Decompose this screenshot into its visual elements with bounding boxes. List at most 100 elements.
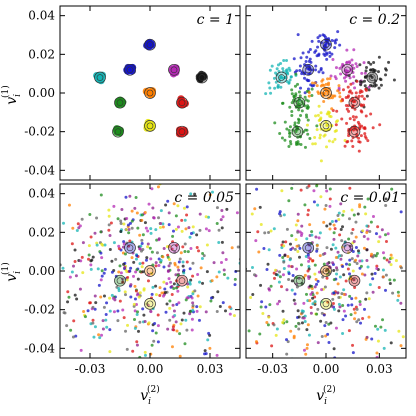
- data-point: [274, 272, 278, 276]
- data-point: [104, 312, 108, 316]
- data-point: [354, 235, 358, 239]
- data-point: [270, 201, 273, 204]
- data-point: [156, 313, 160, 317]
- data-point: [356, 212, 360, 216]
- data-point: [95, 216, 99, 220]
- data-point: [124, 293, 127, 297]
- data-point: [306, 323, 310, 327]
- data-point: [347, 237, 351, 241]
- data-point: [331, 243, 335, 247]
- data-point: [138, 262, 142, 266]
- data-point: [124, 195, 128, 199]
- data-point: [133, 309, 137, 313]
- x-tick-label: -0.03: [75, 362, 106, 376]
- data-point: [110, 270, 114, 274]
- data-point: [74, 334, 78, 338]
- data-point: [360, 94, 364, 98]
- data-point: [267, 81, 271, 85]
- data-point: [171, 229, 175, 233]
- data-point: [108, 309, 112, 313]
- data-point: [143, 350, 147, 354]
- data-point: [276, 63, 280, 67]
- data-point: [186, 250, 190, 254]
- data-point: [135, 340, 139, 344]
- data-point: [182, 268, 186, 272]
- data-point: [299, 86, 303, 90]
- data-point: [105, 301, 109, 305]
- data-point: [116, 309, 120, 313]
- data-point: [103, 243, 107, 247]
- data-point: [180, 218, 184, 222]
- data-point: [366, 237, 370, 241]
- data-point: [359, 83, 363, 87]
- data-point: [253, 273, 256, 277]
- data-point: [319, 319, 323, 323]
- data-point: [331, 58, 335, 62]
- x-tick-label: -0.03: [257, 362, 288, 376]
- data-point: [294, 72, 298, 76]
- data-point: [389, 253, 393, 257]
- data-point: [123, 290, 127, 294]
- data-point: [344, 279, 348, 283]
- data-point: [67, 203, 71, 207]
- data-point: [92, 335, 96, 339]
- data-point: [130, 256, 134, 260]
- data-point: [278, 212, 282, 216]
- data-point: [382, 346, 386, 350]
- data-point: [134, 195, 138, 199]
- data-point: [195, 309, 199, 313]
- data-point: [290, 101, 294, 105]
- data-point: [381, 251, 385, 255]
- x-tick-label: 0.00: [313, 362, 340, 376]
- data-point: [280, 246, 284, 250]
- data-point: [155, 238, 159, 242]
- data-point: [250, 212, 254, 216]
- data-point: [307, 255, 311, 259]
- x-tick-label: 0.03: [366, 362, 393, 376]
- data-point: [328, 197, 332, 201]
- data-point: [261, 176, 264, 179]
- points: [264, 30, 396, 163]
- data-point: [381, 318, 385, 322]
- cluster-center: [144, 38, 156, 51]
- data-point: [311, 81, 315, 85]
- data-point: [131, 362, 134, 365]
- data-point: [218, 304, 222, 308]
- data-point: [277, 280, 281, 284]
- data-point: [387, 260, 391, 264]
- data-point: [165, 282, 169, 286]
- data-point: [72, 319, 76, 323]
- data-point: [136, 329, 140, 333]
- data-point: [171, 315, 175, 319]
- data-point: [356, 254, 360, 258]
- data-point: [347, 94, 350, 98]
- data-point: [288, 242, 292, 246]
- data-point: [338, 43, 342, 47]
- data-point: [272, 76, 276, 80]
- data-point: [305, 237, 309, 241]
- data-point: [287, 81, 291, 85]
- data-point: [266, 262, 270, 266]
- data-point: [374, 232, 378, 236]
- data-point: [303, 95, 307, 99]
- data-point: [112, 167, 115, 170]
- data-point: [357, 318, 361, 322]
- data-point: [306, 275, 310, 279]
- data-point: [124, 228, 128, 232]
- data-point: [230, 246, 234, 250]
- data-point: [172, 287, 176, 291]
- data-point: [176, 283, 180, 287]
- data-point: [93, 294, 97, 298]
- data-point: [167, 277, 171, 281]
- data-point: [376, 225, 380, 229]
- data-point: [189, 232, 193, 236]
- data-point: [120, 208, 124, 212]
- data-point: [377, 165, 380, 168]
- data-point: [288, 125, 292, 129]
- data-point: [153, 322, 157, 326]
- data-point: [200, 256, 204, 260]
- data-point: [136, 277, 140, 281]
- data-point: [102, 389, 105, 392]
- data-point: [399, 266, 403, 270]
